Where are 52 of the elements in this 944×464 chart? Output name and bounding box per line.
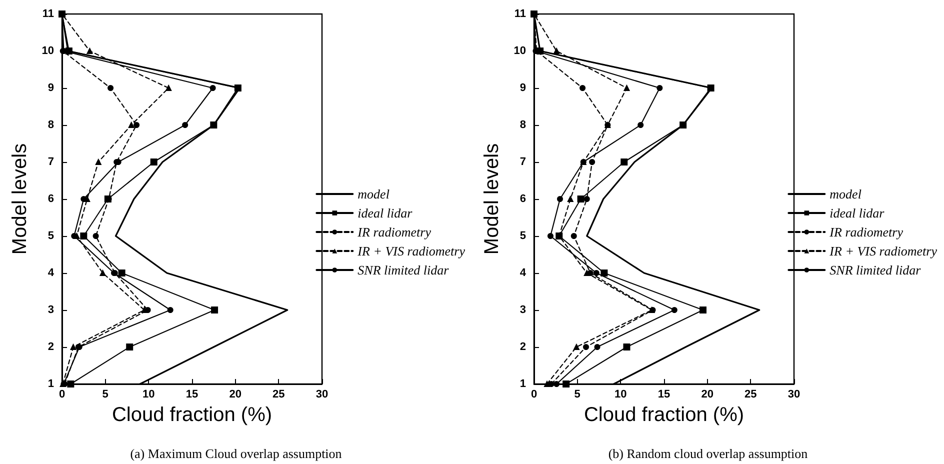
y-tick-label: 8 <box>48 119 54 131</box>
x-tick-label: 0 <box>58 388 66 400</box>
y-tick-label: 1 <box>520 378 526 390</box>
legend-label: IR radiometry <box>828 224 904 240</box>
y-tick-label: 7 <box>48 156 54 168</box>
legend-label: model <box>830 186 862 202</box>
y-tick-label: 10 <box>514 45 526 57</box>
y-tick-label: 2 <box>520 341 526 353</box>
legend-label: IR + VIS radiometry <box>828 244 938 258</box>
x-tick-label: 15 <box>658 388 670 400</box>
x-tick-label: 25 <box>744 388 757 400</box>
y-tick-label: 5 <box>520 230 526 242</box>
legend-label: IR + VIS radiometry <box>356 244 466 258</box>
y-tick-label: 10 <box>42 45 54 57</box>
y-tick-label: 3 <box>520 304 526 316</box>
y-tick-label: 8 <box>520 119 526 131</box>
y-axis-title: Model levels <box>481 143 503 255</box>
text: (a) Maximum Cloud overlap assumption <box>130 446 342 461</box>
legend-label: SNR limited lidar <box>830 262 922 278</box>
legend-label: IR radiometry <box>356 224 432 240</box>
x-tick-label: 0 <box>530 388 538 400</box>
y-tick-label: 2 <box>48 341 54 353</box>
legend-label: ideal lidar <box>830 206 886 220</box>
legend-label: SNR limited lidar <box>358 262 450 278</box>
y-tick-label: 6 <box>520 193 526 205</box>
x-tick-label: 10 <box>614 388 627 400</box>
y-tick-label: 9 <box>520 82 526 94</box>
x-tick-label: 20 <box>701 388 714 400</box>
legend-label: ideal lidar <box>358 206 414 220</box>
x-tick-label: 15 <box>186 388 198 400</box>
y-tick-label: 4 <box>520 267 527 279</box>
x-tick-label: 5 <box>102 388 108 400</box>
y-tick-label: 11 <box>514 8 526 20</box>
x-tick-label: 5 <box>574 388 580 400</box>
y-tick-label: 7 <box>520 156 526 168</box>
x-axis-title: Cloud fraction (%) <box>112 404 272 426</box>
x-tick-label: 25 <box>272 388 285 400</box>
x-tick-label: 30 <box>316 388 328 400</box>
y-tick-label: 3 <box>48 304 54 316</box>
x-tick-label: 20 <box>229 388 242 400</box>
y-tick-label: 4 <box>48 267 55 279</box>
x-tick-label: 10 <box>142 388 155 400</box>
y-axis-title: Model levels <box>9 143 31 255</box>
text: (b) Random cloud overlap assumption <box>608 446 808 461</box>
x-tick-label: 30 <box>788 388 800 400</box>
legend-label: model <box>358 186 390 202</box>
y-tick-label: 9 <box>48 82 54 94</box>
y-tick-label: 6 <box>48 193 54 205</box>
y-tick-label: 11 <box>42 8 54 20</box>
y-tick-label: 1 <box>48 378 54 390</box>
x-axis-title: Cloud fraction (%) <box>584 404 744 426</box>
y-tick-label: 5 <box>48 230 54 242</box>
